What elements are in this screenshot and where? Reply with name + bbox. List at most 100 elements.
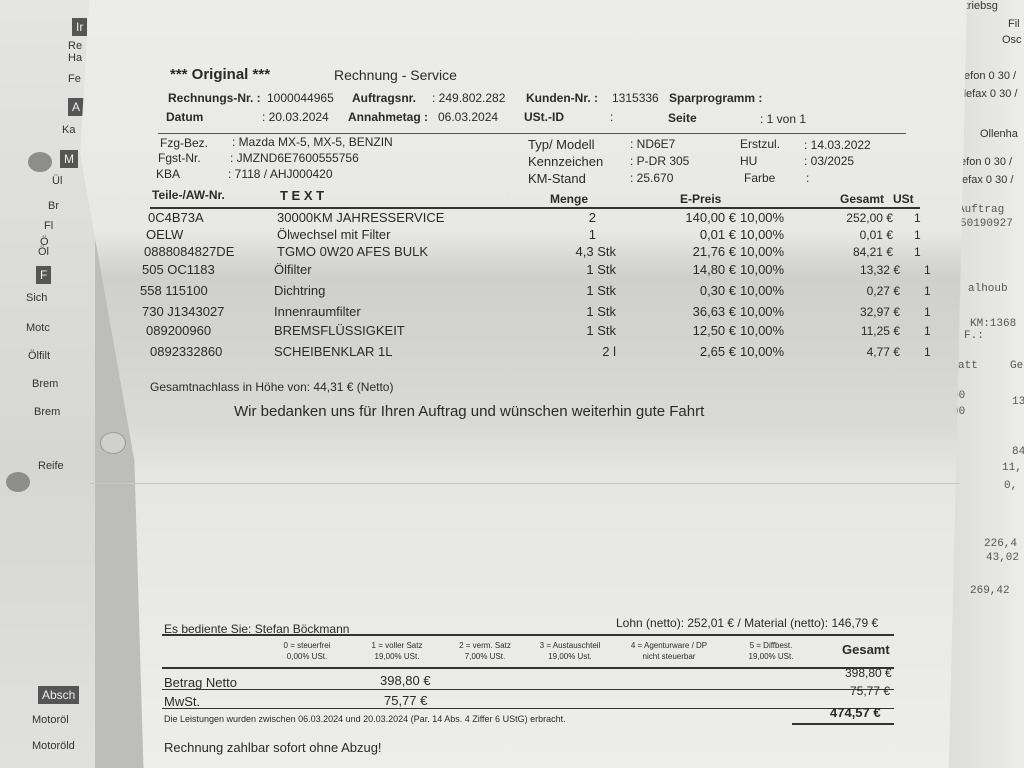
item-tax-code: 1 [924, 324, 931, 338]
punch-hole [100, 432, 126, 454]
hu: : 03/2025 [804, 154, 855, 168]
item-part-number: 558 115100 [140, 283, 208, 298]
netto-value: 398,80 € [380, 673, 431, 688]
right-paper-text: Telefax 0 30 / [952, 88, 1018, 100]
item-part-number: 505 OC1183 [142, 262, 215, 277]
left-paper-text: Br [48, 200, 59, 212]
item-quantity: 2 l [602, 344, 616, 359]
punch-hole [6, 472, 30, 492]
item-unit-price: 21,76 € [692, 244, 736, 259]
item-discount: 10,00% [740, 210, 785, 225]
item-unit-price: 12,50 € [692, 323, 736, 338]
erstzul: : 14.03.2022 [804, 138, 871, 152]
background-paper-left [0, 0, 95, 768]
invoice-paper [80, 0, 967, 768]
served-by: Es bediente Sie: Stefan Böckmann [164, 622, 350, 636]
item-part-number: 730 J1343027 [142, 304, 225, 319]
kennzeichen-label: Kennzeichen [528, 154, 604, 169]
item-text: Innenraumfilter [274, 304, 361, 319]
left-paper-text: Fe [68, 73, 81, 85]
item-text: Ölwechsel mit Filter [277, 227, 391, 242]
left-paper-text: Ha [68, 52, 83, 64]
left-paper-text: F [36, 266, 52, 284]
item-tax-code: 1 [924, 305, 931, 319]
divider [162, 689, 894, 690]
item-tax-code: 1 [914, 211, 921, 225]
tax-legend-code: 2 = verm. Satz [459, 641, 511, 650]
tax-legend-rate: nicht steuerbar [642, 652, 696, 661]
item-part-number: 089200960 [146, 323, 212, 338]
rechnungs-nr-label: Rechnungs-Nr. : [168, 91, 261, 105]
tax-legend-rate: 7,00% USt. [464, 652, 506, 661]
item-discount: 10,00% [740, 283, 785, 298]
left-paper-text: Fl [44, 220, 54, 232]
col-header-nr: Teile-/AW-Nr. [152, 188, 225, 202]
item-unit-price: 14,80 € [692, 262, 736, 277]
km-label: KM-Stand [528, 171, 586, 186]
left-paper-text: A [68, 98, 85, 116]
item-total: 84,21 € [852, 245, 893, 259]
sparprogramm-label: Sparprogramm : [669, 91, 763, 105]
right-paper-text: Ollenha [980, 128, 1018, 140]
annahmetag: 06.03.2024 [438, 110, 499, 124]
right-paper-text: Fil [1008, 18, 1020, 30]
item-quantity: 2 [588, 210, 596, 225]
fgst-nr: : JMZND6E7600555756 [230, 151, 359, 165]
netto-total: 398,80 € [845, 666, 892, 680]
item-total: 0,27 € [866, 284, 900, 298]
item-quantity: 1 Stk [586, 283, 616, 298]
paper-fold [90, 483, 960, 484]
right-paper-text: KM:1368 [970, 318, 1017, 330]
right-paper-text: att [958, 360, 978, 372]
thanks-message: Wir bedanken uns für Ihren Auftrag und w… [234, 403, 705, 420]
col-header-gesamt: Gesamt [840, 192, 885, 206]
right-paper-text: Telefon 0 30 / [950, 70, 1017, 82]
right-paper-text: 43,02 [986, 552, 1020, 564]
farbe: : [806, 171, 810, 185]
farbe-label: Farbe [744, 171, 776, 185]
left-paper-text: Ir [72, 18, 88, 36]
item-quantity: 4,3 Stk [575, 244, 616, 259]
mwst-total: 75,77 € [850, 684, 891, 698]
tax-legend-code: 3 = Austauschteil [539, 641, 601, 650]
item-quantity: 1 Stk [586, 262, 616, 277]
item-discount: 10,00% [740, 244, 785, 259]
item-discount: 10,00% [740, 304, 785, 319]
right-paper-text: Osc [1002, 34, 1022, 46]
seite-label: Seite [668, 111, 697, 125]
lohn-material: Lohn (netto): 252,01 € / Material (netto… [616, 616, 879, 630]
typ-label: Typ/ Modell [528, 137, 595, 152]
ust-id: : [610, 110, 614, 124]
hu-label: HU [740, 154, 758, 168]
rechnungs-nr: 1000044965 [267, 91, 334, 105]
tax-legend-code: 1 = voller Satz [371, 641, 423, 650]
mwst-label: MwSt. [164, 694, 201, 709]
tax-legend-rate: 0,00% USt. [286, 652, 328, 661]
km: : 25.670 [630, 171, 674, 185]
item-part-number: 0888084827DE [144, 244, 235, 259]
grand-total: 474,57 € [830, 705, 881, 720]
left-paper-text: Motoröld [32, 740, 75, 752]
annahmetag-label: Annahmetag : [348, 110, 429, 124]
punch-hole [28, 152, 52, 172]
item-text: BREMSFLÜSSIGKEIT [274, 323, 405, 338]
item-unit-price: 2,65 € [699, 344, 736, 359]
left-paper-text: Ölfilt [28, 350, 50, 362]
left-paper-text: Brem [32, 378, 59, 390]
item-total: 0,01 € [859, 228, 893, 242]
mwst-value: 75,77 € [384, 693, 428, 708]
col-header-text: T E X T [280, 188, 325, 203]
tax-legend-code: 5 = Diffbest. [749, 641, 793, 650]
item-tax-code: 1 [924, 263, 931, 277]
item-text: SCHEIBENKLAR 1L [274, 344, 393, 359]
item-text: 30000KM JAHRESSERVICE [277, 210, 445, 225]
datum: : 20.03.2024 [262, 110, 329, 124]
item-unit-price: 140,00 € [685, 210, 736, 225]
fzg-bez: : Mazda MX-5, MX-5, BENZIN [232, 135, 393, 149]
seite: : 1 von 1 [760, 112, 807, 126]
item-total: 11,25 € [860, 324, 900, 338]
item-tax-code: 1 [914, 228, 921, 242]
divider [150, 207, 920, 209]
left-paper-text: Öl [38, 246, 49, 258]
right-paper-text: 226,4 [984, 538, 1018, 550]
